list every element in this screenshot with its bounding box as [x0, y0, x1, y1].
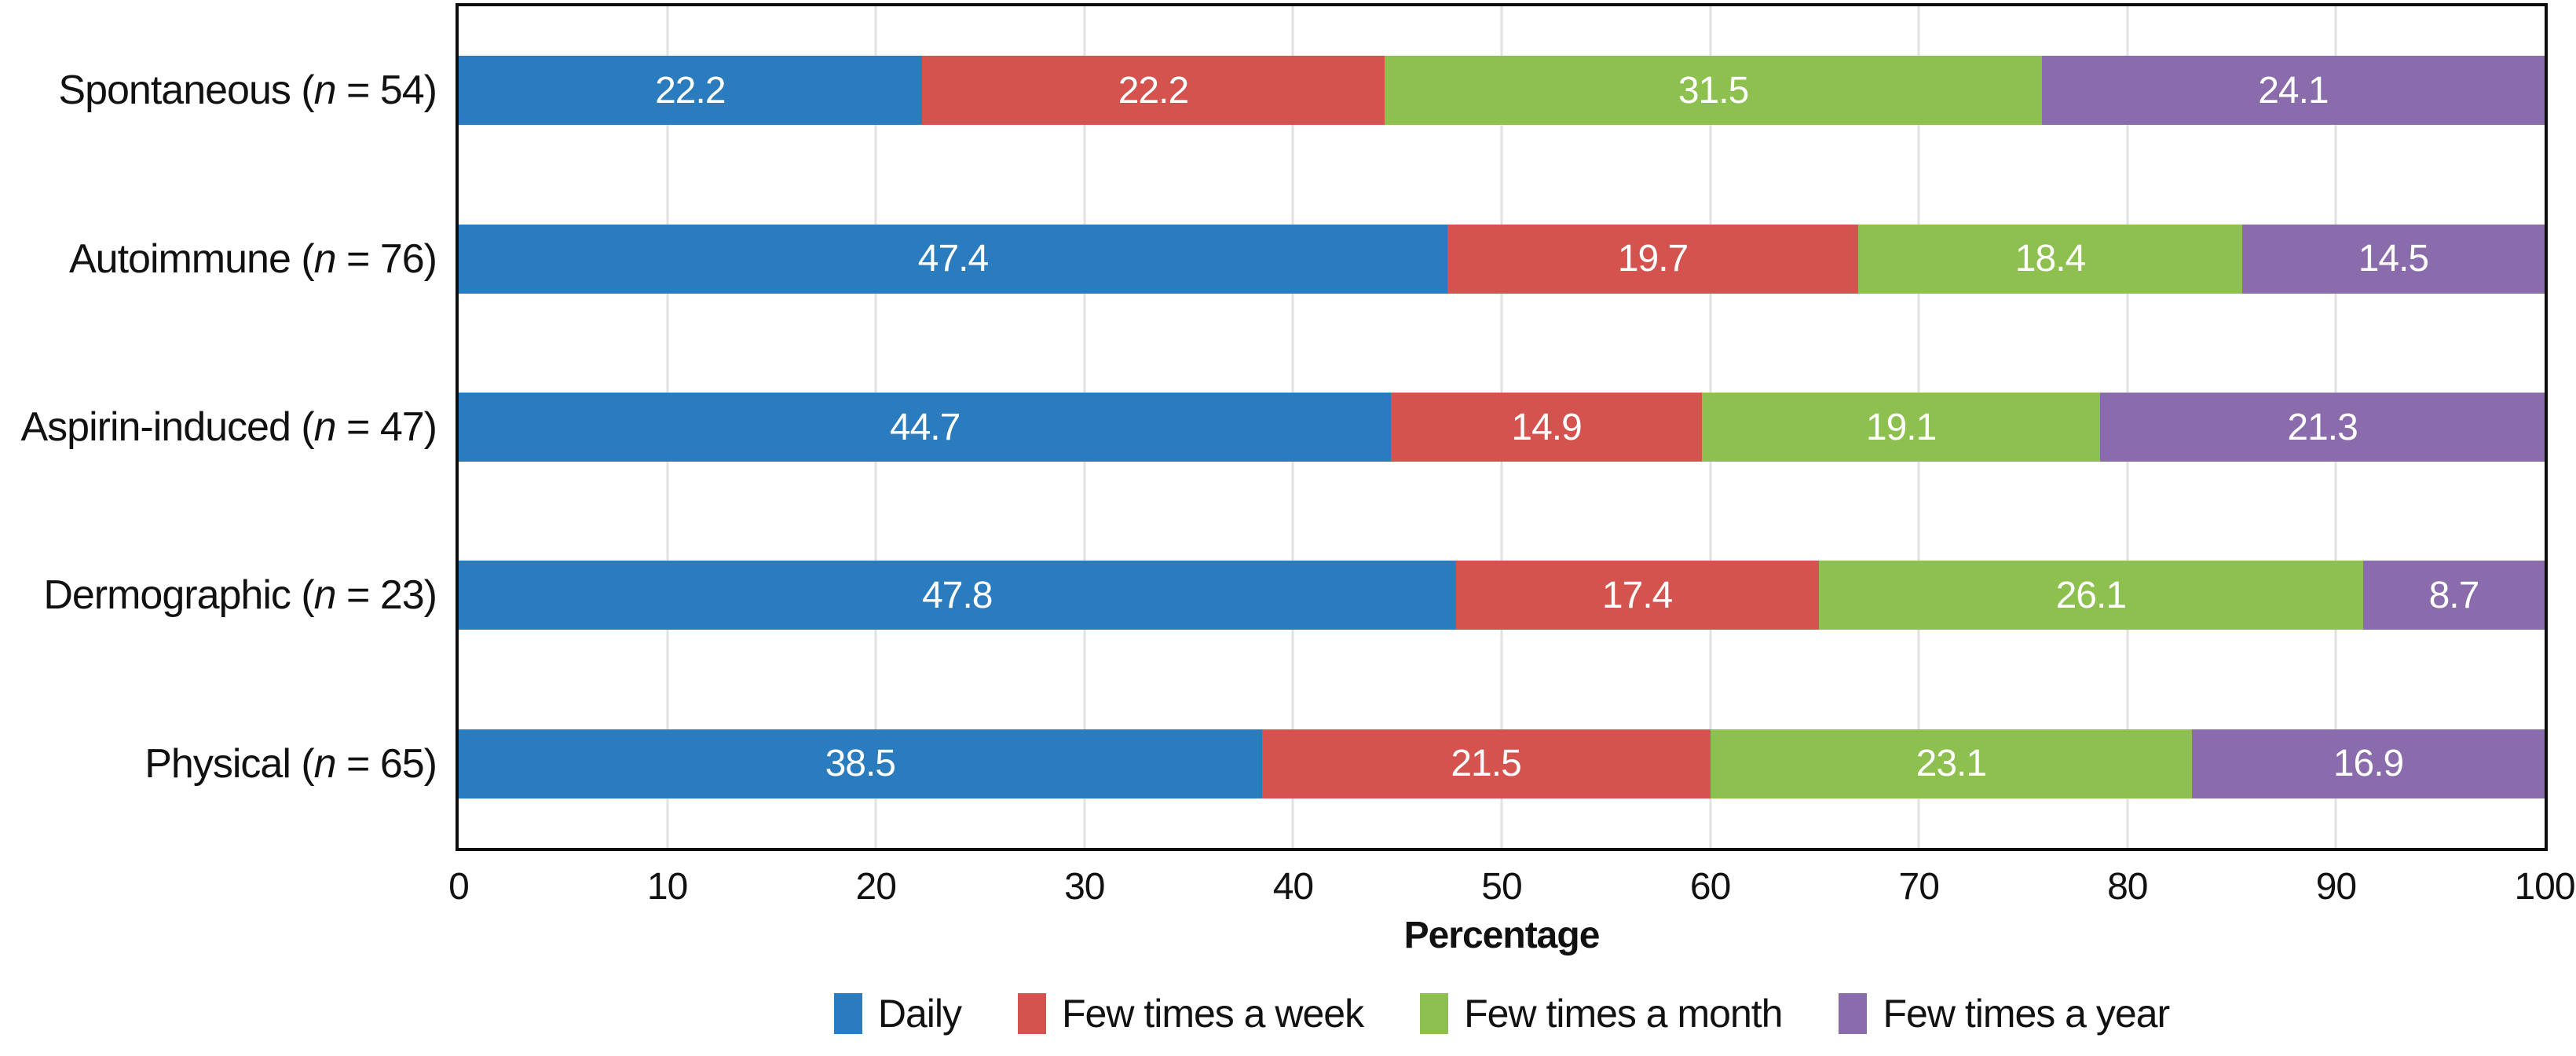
bar-segment: 24.1 [2041, 56, 2545, 126]
bar-segment: 31.5 [1385, 56, 2042, 126]
bar-value-label: 44.7 [889, 406, 961, 448]
x-tick-label-80: 80 [2107, 866, 2148, 908]
category-label: Autoimmune (n = 76) [68, 236, 437, 282]
legend-swatch-icon [1420, 993, 1449, 1034]
bar-segment: 21.3 [2100, 393, 2545, 462]
bar-value-label: 19.1 [1865, 406, 1937, 448]
bar-segment: 23.1 [1710, 729, 2193, 798]
bar-value-label: 23.1 [1916, 743, 1987, 785]
bar-segment: 26.1 [1818, 561, 2363, 630]
x-tick-label-70: 70 [1898, 866, 1939, 908]
bar-row-spontaneous: 22.2 22.2 31.5 24.1 [459, 56, 2545, 126]
bar-value-label: 21.3 [2287, 406, 2358, 448]
legend-label: Few times a week [1061, 992, 1364, 1036]
legend-swatch-icon [1017, 993, 1046, 1034]
legend-swatch-icon [1839, 993, 1868, 1034]
bar-segment: 16.9 [2192, 729, 2545, 798]
bar-value-label: 38.5 [825, 743, 896, 785]
bar-segment: 22.2 [921, 56, 1385, 126]
legend-item: Few times a year [1839, 991, 2170, 1036]
x-tick-label-20: 20 [855, 866, 896, 908]
bar-value-label: 26.1 [2055, 574, 2127, 616]
bar-segment: 47.8 [459, 561, 1456, 630]
bar-row-autoimmune: 47.4 19.7 18.4 14.5 [459, 224, 2545, 294]
bar-segment: 21.5 [1261, 729, 1711, 798]
bar-value-label: 14.9 [1511, 406, 1582, 448]
legend-item: Few times a month [1420, 991, 1783, 1036]
x-tick-label-60: 60 [1689, 866, 1731, 908]
x-tick-label-40: 40 [1272, 866, 1314, 908]
category-label: Dermographic (n = 23) [43, 572, 437, 619]
bar-value-label: 8.7 [2428, 574, 2480, 616]
x-axis-title: Percentage [1403, 915, 1601, 956]
bar-value-label: 24.1 [2258, 69, 2329, 111]
bar-segment: 19.7 [1447, 224, 1859, 294]
bar-value-label: 47.8 [922, 574, 993, 616]
x-tick-label-10: 10 [646, 866, 688, 908]
italic-n-symbol: n [313, 740, 337, 787]
bar-segment: 17.4 [1455, 561, 1819, 630]
x-tick-label-90: 90 [2315, 866, 2357, 908]
bar-segment: 44.7 [459, 393, 1392, 462]
legend-label: Few times a year [1883, 992, 2170, 1036]
bar-segment: 19.1 [1701, 393, 2101, 462]
bar-value-label: 19.7 [1617, 238, 1689, 280]
legend-swatch-icon [833, 993, 862, 1034]
legend-label: Few times a month [1464, 992, 1783, 1036]
x-tick-label-100: 100 [2514, 866, 2575, 908]
legend-item: Daily [833, 991, 962, 1036]
x-tick-label-0: 0 [448, 866, 470, 908]
bar-value-label: 21.5 [1451, 743, 1521, 785]
italic-n-symbol: n [313, 404, 337, 450]
x-tick-label-50: 50 [1481, 866, 1522, 908]
bar-value-label: 22.2 [655, 69, 726, 111]
bar-segment: 22.2 [459, 56, 922, 126]
bar-value-label: 14.5 [2358, 238, 2429, 280]
bar-row-aspirin-induced: 44.7 14.9 19.1 21.3 [459, 393, 2545, 462]
x-tick-label-30: 30 [1064, 866, 1105, 908]
bar-row-dermographic: 47.8 17.4 26.1 8.7 [459, 561, 2545, 630]
plot-area: 22.2 22.2 31.5 24.1 47.4 19.7 18.4 14.5 44.7 14.9… [456, 3, 2548, 851]
bar-value-label: 16.9 [2333, 743, 2404, 785]
bar-value-label: 47.4 [917, 238, 989, 280]
category-label: Aspirin-induced (n = 47) [20, 404, 437, 450]
legend-label: Daily [877, 992, 962, 1036]
category-label: Spontaneous (n = 54) [58, 68, 437, 114]
bar-value-label: 31.5 [1678, 69, 1749, 111]
bar-segment: 47.4 [459, 224, 1447, 294]
legend: Daily Few times a week Few times a month Fe… [456, 986, 2548, 1041]
bar-segment: 14.9 [1391, 393, 1702, 462]
bar-value-label: 17.4 [1601, 574, 1673, 616]
legend-item: Few times a week [1017, 991, 1364, 1036]
italic-n-symbol: n [313, 572, 337, 619]
bar-row-physical: 38.5 21.5 23.1 16.9 [459, 729, 2545, 798]
bar-segment: 8.7 [2362, 561, 2545, 630]
italic-n-symbol: n [313, 236, 337, 282]
bar-segment: 38.5 [459, 729, 1262, 798]
x-axis-tick-labels: 0 10 20 30 40 50 60 70 80 90 100 [448, 865, 2575, 912]
bar-value-label: 22.2 [1118, 69, 1189, 111]
bar-segment: 14.5 [2241, 224, 2545, 294]
bar-segment: 18.4 [1858, 224, 2242, 294]
bar-value-label: 18.4 [2014, 238, 2086, 280]
italic-n-symbol: n [313, 68, 337, 114]
category-label: Physical (n = 65) [145, 740, 437, 787]
